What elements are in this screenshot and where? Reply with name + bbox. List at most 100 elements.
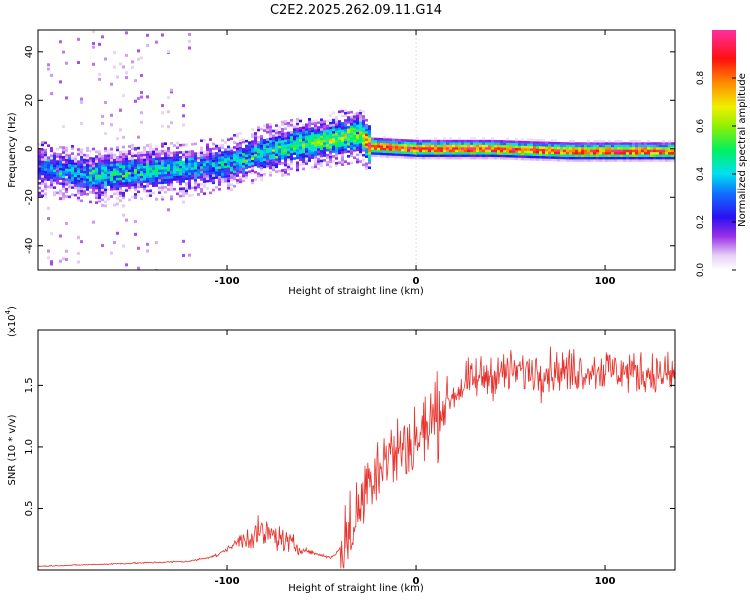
spectrogram-cell — [152, 157, 155, 161]
spectrogram-cell — [602, 151, 605, 155]
spectrogram-cell — [419, 151, 422, 155]
snr-frame — [37, 329, 676, 571]
spectrogram-cell — [428, 144, 431, 148]
spectrogram-cell — [77, 177, 80, 180]
spectrogram-cell — [323, 132, 326, 136]
spectrogram-cell — [128, 174, 131, 177]
spectrogram-cell — [53, 181, 56, 185]
spectrogram-cell — [296, 166, 299, 169]
spectrogram-cell — [158, 176, 161, 180]
spectrogram-cell — [275, 150, 278, 154]
spectrogram-cell — [68, 161, 71, 165]
spectrogram-cell — [311, 166, 314, 169]
spectrogram-cell — [404, 156, 407, 159]
spectrogram-cell — [617, 139, 620, 143]
spectrogram-cell — [368, 156, 371, 160]
spectrogram-cell — [107, 166, 110, 170]
spectrogram-cell — [257, 162, 260, 166]
spectrogram-cell — [86, 168, 89, 172]
spectrogram-cell — [221, 170, 224, 174]
spectrogram-cell — [113, 203, 116, 207]
spectrogram-cell — [248, 143, 251, 147]
spectrogram-cell — [470, 154, 473, 157]
spectrogram-cell — [422, 142, 425, 145]
spectrogram-cell — [482, 137, 485, 140]
spectrogram-cell — [257, 155, 260, 159]
spectrogram-cell — [101, 203, 104, 207]
spectrogram-cell — [419, 149, 422, 153]
spectrogram-cell — [251, 135, 254, 139]
spectrogram-cell — [329, 133, 332, 137]
spectrogram-cell — [233, 177, 236, 181]
spectrogram-cell — [311, 136, 314, 140]
spectrogram-cell — [161, 33, 164, 37]
spectrogram-cell — [206, 162, 209, 166]
spectrogram-cell — [218, 146, 221, 150]
spectrogram-cell — [44, 177, 47, 181]
spectrogram-cell — [146, 165, 149, 169]
spectrogram-cell — [398, 148, 401, 152]
spectrogram-cell — [185, 158, 188, 161]
spectrogram-cell — [227, 167, 230, 171]
spectrogram-cell — [665, 156, 668, 160]
spectrogram-cell — [518, 157, 521, 161]
spectrogram-cell — [221, 165, 224, 169]
spectrogram-cell — [644, 142, 647, 145]
spectrogram-cell — [311, 141, 314, 145]
spectrogram-cell — [290, 118, 293, 122]
spectrogram-cell — [200, 170, 203, 174]
spectrogram-cell — [251, 162, 254, 165]
spectrogram-cell — [608, 156, 611, 160]
spectrogram-cell — [197, 164, 200, 167]
spectrogram-cell — [269, 159, 272, 162]
spectrogram-cell — [161, 161, 164, 165]
spectrogram-cell — [356, 134, 359, 137]
spectrogram-cell — [488, 154, 491, 157]
spectrogram-cell — [287, 124, 290, 128]
spectrogram-cell — [311, 153, 314, 157]
spectrogram-cell — [167, 208, 170, 212]
spectrogram-cell — [98, 191, 101, 195]
spectrogram-cell — [338, 122, 341, 126]
spectrogram-cell — [503, 140, 506, 143]
spectrogram-cell — [140, 170, 143, 174]
spectrogram-cell — [209, 152, 212, 156]
spectrogram-cell — [362, 158, 365, 162]
spectrogram-cell — [131, 65, 134, 69]
spectrogram-cell — [464, 156, 467, 160]
spectrogram-cell — [539, 155, 542, 159]
spectrogram-cell — [47, 158, 50, 162]
spectrogram-cell — [491, 139, 494, 143]
spectrogram-cell — [536, 146, 539, 149]
spectrogram-cell — [278, 140, 281, 144]
spectrogram-cell — [302, 150, 305, 154]
spectrogram-cell — [611, 149, 614, 153]
spectrogram-cell — [578, 154, 581, 157]
spectrogram-cell — [149, 162, 152, 166]
spectrogram-cell — [176, 163, 179, 167]
spectrogram-cell — [341, 158, 344, 162]
spectrogram-cell — [545, 148, 548, 152]
spectrogram-cell — [56, 179, 59, 183]
spectrogram-cell — [590, 144, 593, 148]
spectrogram-cell — [122, 165, 125, 168]
spectrogram-cell — [125, 76, 128, 80]
spectrogram-cell — [665, 149, 668, 153]
spectrogram-cell — [353, 137, 356, 140]
spectrogram-cell — [305, 125, 308, 129]
spectrogram-cell — [653, 142, 656, 145]
spectrogram-cell — [356, 143, 359, 147]
spectrogram-cell — [284, 171, 287, 174]
spectrogram-cell — [293, 142, 296, 146]
spectrogram-cell — [656, 149, 659, 153]
spectrogram-cell — [269, 149, 272, 153]
spectrogram-cell — [290, 145, 293, 149]
spectrogram-cell — [386, 152, 389, 156]
spectrogram-cell — [257, 174, 260, 178]
spectrogram-cell — [314, 119, 317, 123]
spectrogram-cell — [587, 149, 590, 153]
spectrogram-cell — [140, 180, 143, 184]
spectrogram-cell — [296, 156, 299, 160]
spectrogram-cell — [470, 142, 473, 145]
